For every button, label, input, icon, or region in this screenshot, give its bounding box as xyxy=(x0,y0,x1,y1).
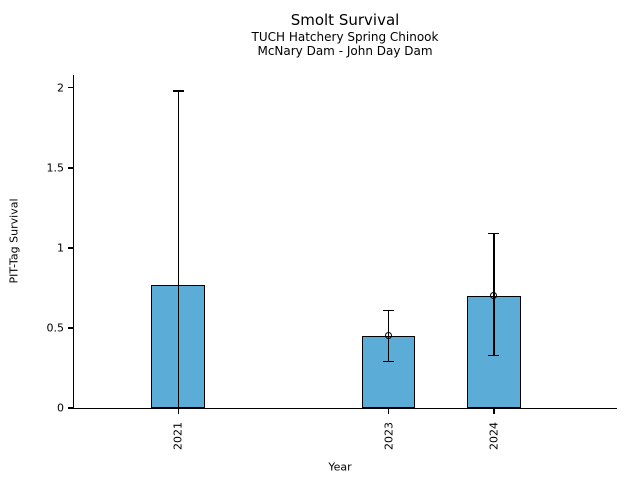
y-tick-mark xyxy=(68,167,73,169)
y-tick-mark xyxy=(68,87,73,89)
x-tick-label: 2021 xyxy=(171,422,185,450)
x-axis-spine xyxy=(73,408,617,410)
x-tick-label: 2024 xyxy=(487,422,501,450)
error-cap-lower-2024 xyxy=(488,354,500,356)
error-bar-2021 xyxy=(177,91,179,408)
y-tick-label: 2 xyxy=(57,81,64,95)
y-tick-label: 1 xyxy=(57,241,64,255)
chart-subtitle-line2: McNary Dam - John Day Dam xyxy=(257,44,433,58)
y-tick-mark xyxy=(68,407,73,409)
y-tick-label: 0 xyxy=(57,401,64,415)
point-marker-2023 xyxy=(385,332,393,340)
y-axis-spine xyxy=(73,75,75,408)
x-tick-label: 2023 xyxy=(382,422,396,450)
error-cap-lower-2023 xyxy=(383,360,395,363)
chart-title: Smolt Survival xyxy=(290,11,400,29)
y-axis-label: PIT-Tag Survival xyxy=(7,198,21,284)
y-tick-mark xyxy=(68,327,73,329)
plot-area: 0 0.5 1 1.5 2 2021 2023 2024 xyxy=(47,75,617,450)
y-tick-mark xyxy=(68,247,73,249)
error-cap-upper-2023 xyxy=(383,309,395,311)
x-tick-mark xyxy=(388,409,390,415)
error-cap-upper-2021 xyxy=(172,90,184,92)
y-tick-label: 1.5 xyxy=(46,161,65,175)
x-axis-label: Year xyxy=(328,460,352,474)
title-block: Smolt Survival TUCH Hatchery Spring Chin… xyxy=(252,10,439,58)
error-cap-upper-2024 xyxy=(488,232,500,235)
y-tick-label: 0.5 xyxy=(46,321,65,335)
chart-subtitle-line1: TUCH Hatchery Spring Chinook xyxy=(251,30,439,44)
point-marker-2024 xyxy=(490,292,498,300)
x-tick-mark xyxy=(493,409,495,415)
x-tick-mark xyxy=(177,409,179,415)
